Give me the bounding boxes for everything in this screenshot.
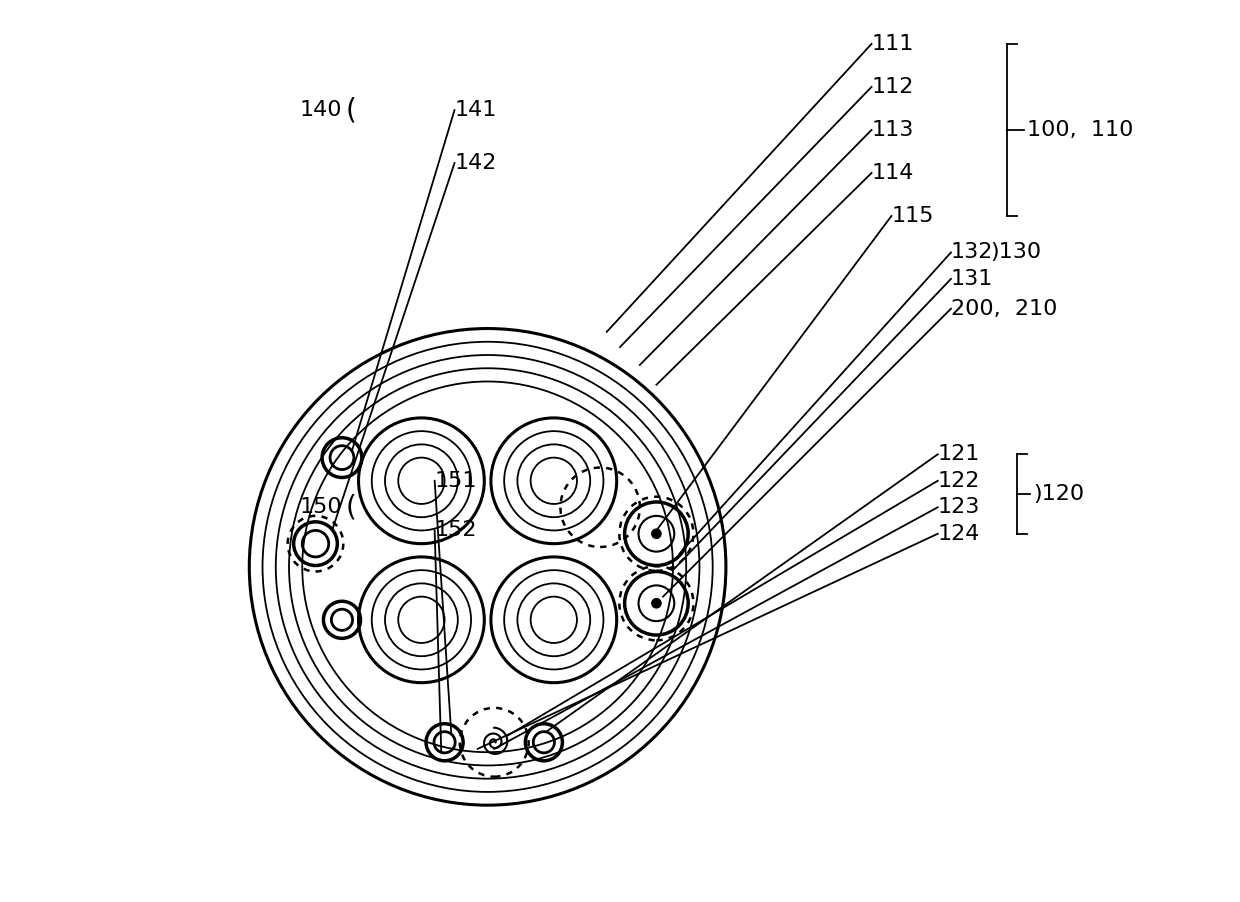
Text: 124: 124 (937, 524, 980, 544)
Circle shape (652, 529, 661, 538)
Text: (: ( (345, 97, 356, 124)
Text: 113: 113 (872, 120, 914, 140)
Text: 111: 111 (872, 34, 914, 54)
Circle shape (652, 599, 661, 608)
Text: 200,  210: 200, 210 (951, 299, 1058, 318)
Text: 152: 152 (435, 520, 477, 540)
Text: 140: 140 (300, 100, 342, 120)
Text: 150: 150 (299, 497, 342, 517)
Text: 114: 114 (872, 163, 914, 183)
Text: 122: 122 (937, 471, 980, 491)
Text: 100,  110: 100, 110 (1027, 120, 1133, 140)
Text: (: ( (345, 493, 356, 521)
Text: 121: 121 (937, 445, 980, 465)
Text: )120: )120 (1034, 484, 1085, 504)
Text: 141: 141 (455, 100, 497, 120)
Text: 112: 112 (872, 77, 914, 97)
Text: 115: 115 (892, 206, 934, 226)
Text: 132: 132 (951, 243, 993, 262)
Text: )130: )130 (991, 243, 1042, 262)
Text: 142: 142 (455, 153, 497, 173)
Text: 123: 123 (937, 497, 980, 517)
Text: 131: 131 (951, 269, 993, 289)
Text: 151: 151 (435, 471, 477, 491)
